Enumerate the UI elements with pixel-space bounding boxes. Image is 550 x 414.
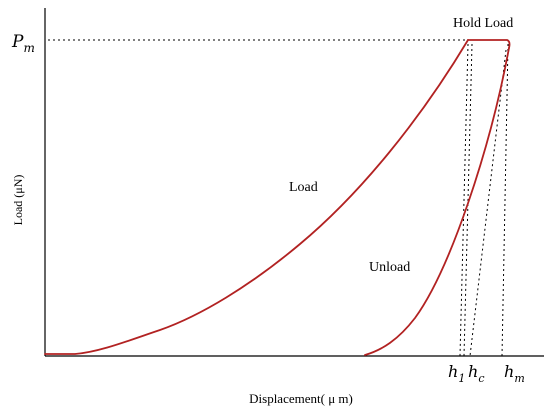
hold-load-label: Hold Load (453, 16, 513, 31)
h1-label: h1 (448, 362, 465, 385)
unload-curve (364, 47, 510, 356)
h1-guide-line (459, 43, 469, 357)
x-axis-label: Displacement( μ m) (249, 391, 353, 406)
hc-guide-line-left (463, 43, 473, 357)
load-curve-label: Load (289, 180, 318, 195)
y-axis-label: Load (μN) (11, 175, 25, 226)
hc-label: hc (468, 362, 484, 385)
curves (44, 39, 511, 356)
hm-guide-line (501, 43, 509, 357)
load-curve (44, 39, 469, 355)
guide-lines (48, 39, 509, 357)
unload-curve-label: Unload (369, 260, 410, 275)
pm-label: Pm (11, 32, 35, 55)
hc-guide-line-right (469, 49, 507, 357)
hold-load-curve (467, 39, 511, 49)
hm-label: hm (504, 362, 525, 385)
